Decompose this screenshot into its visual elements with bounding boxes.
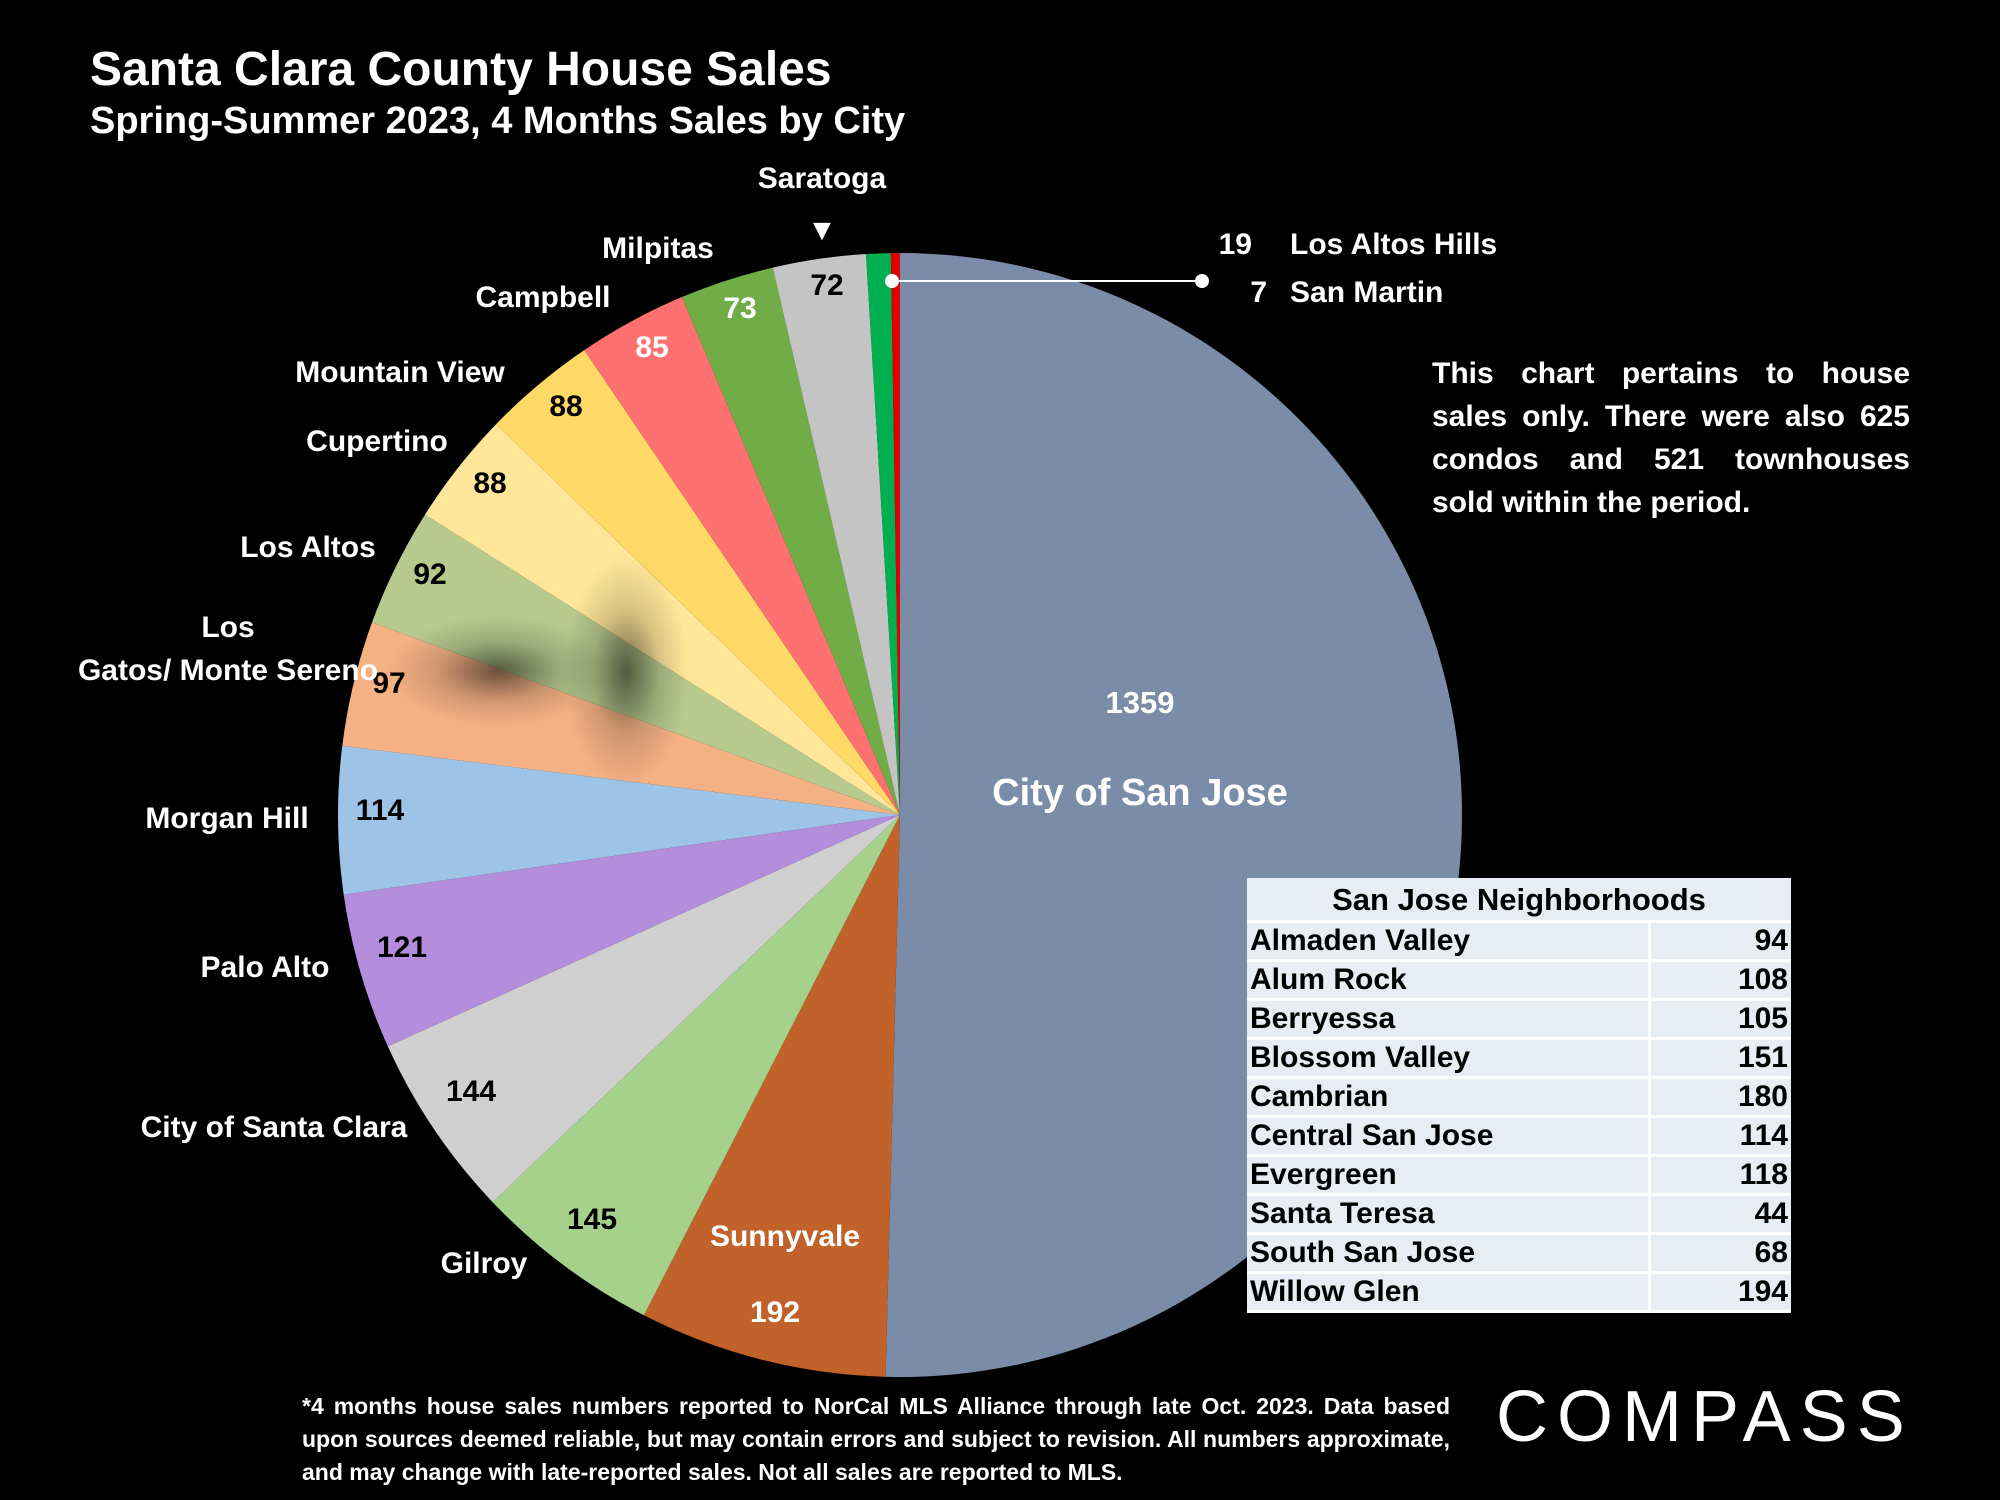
slice-label-san-martin: San Martin: [1290, 276, 1443, 309]
table-row: Berryessa 105: [1247, 999, 1791, 1040]
slice-value-saratoga: 72: [810, 269, 843, 302]
slice-label-city-of-san-jose: City of San Jose: [992, 772, 1288, 814]
table-row: Evergreen 118: [1247, 1155, 1791, 1196]
neighborhood-value: 105: [1648, 999, 1791, 1040]
table-row: Central San Jose 114: [1247, 1116, 1791, 1157]
neighborhood-name: Santa Teresa: [1247, 1194, 1650, 1235]
slice-value-san-martin: 7: [1250, 276, 1267, 309]
slice-value-cupertino: 88: [473, 467, 506, 500]
neighborhood-name: Cambrian: [1247, 1077, 1650, 1118]
slice-label-milpitas: Milpitas: [602, 232, 714, 265]
leader-dot-1: [885, 274, 899, 288]
neighborhood-value: 180: [1648, 1077, 1791, 1118]
slice-label-campbell: Campbell: [475, 281, 610, 314]
pie-slice-city-of-santa-clara: [387, 815, 900, 1203]
slice-value-los-gatos-monte-sereno: 97: [372, 667, 405, 700]
slice-value-los-altos-hills: 19: [1219, 228, 1252, 261]
pie-slice-milpitas: [681, 267, 900, 816]
neighborhood-value: 114: [1648, 1116, 1791, 1157]
pie-slice-campbell: [584, 297, 900, 815]
slice-value-milpitas: 73: [723, 292, 756, 325]
pie-slice-morgan-hill: [337, 745, 900, 895]
neighborhood-name: Evergreen: [1247, 1155, 1650, 1196]
slice-label-morgan-hill: Morgan Hill: [145, 802, 308, 835]
footnote: *4 months house sales numbers reported t…: [302, 1393, 1450, 1485]
table-row: South San Jose 68: [1247, 1233, 1791, 1274]
pie-slice-saratoga: [772, 254, 900, 815]
slice-label-los-gatos-monte-sereno: Los: [201, 611, 254, 644]
pie-slice-san-martin: [890, 253, 900, 815]
neighborhood-name: Berryessa: [1247, 999, 1650, 1040]
table-row: Willow Glen 194: [1247, 1272, 1791, 1313]
slice-value-sunnyvale: 192: [750, 1296, 800, 1329]
slice-value-campbell: 85: [635, 331, 668, 364]
table-title: San Jose Neighborhoods: [1247, 878, 1791, 923]
neighborhood-value: 108: [1648, 960, 1791, 1001]
leader-dot-2: [1195, 274, 1209, 288]
slice-value-gilroy: 145: [567, 1203, 617, 1236]
pie-slice-los-altos-hills: [865, 253, 900, 816]
pie-slice-mountain-view: [496, 350, 900, 815]
table-row: Cambrian 180: [1247, 1077, 1791, 1118]
pie-slice-gilroy: [492, 815, 900, 1316]
neighborhood-name: Willow Glen: [1247, 1272, 1650, 1313]
table-row: Blossom Valley 151: [1247, 1038, 1791, 1079]
neighborhood-value: 118: [1648, 1155, 1791, 1196]
chart-note: This chart pertains to house sales only.…: [1432, 357, 1910, 519]
table-row: Almaden Valley 94: [1247, 921, 1791, 962]
pie-slice-sunnyvale: [643, 815, 900, 1377]
slice-label-sunnyvale: Sunnyvale: [710, 1220, 860, 1253]
neighborhood-value: 44: [1648, 1194, 1791, 1235]
slice-label-city-of-santa-clara: City of Santa Clara: [141, 1111, 408, 1144]
neighborhood-name: Central San Jose: [1247, 1116, 1650, 1157]
table-row: Santa Teresa 44: [1247, 1194, 1791, 1235]
saratoga-marker: ▼: [807, 214, 837, 247]
slice-value-morgan-hill: 114: [356, 794, 405, 827]
neighborhood-name: Blossom Valley: [1247, 1038, 1650, 1079]
neighborhood-value: 94: [1648, 921, 1791, 962]
pie-slice-palo-alto: [343, 815, 900, 1047]
slice-label-mountain-view: Mountain View: [295, 356, 505, 389]
slice-value-mountain-view: 88: [549, 390, 582, 423]
slice-label-cupertino: Cupertino: [306, 425, 448, 458]
slice-label-los-altos: Los Altos: [240, 531, 376, 564]
slice-label-gilroy: Gilroy: [441, 1247, 528, 1280]
slice-value-city-of-santa-clara: 144: [446, 1075, 496, 1108]
san-jose-neighborhoods-table: San Jose Neighborhoods Almaden Valley 94 A…: [1247, 878, 1791, 1313]
slice-label-saratoga: Saratoga: [758, 162, 887, 195]
slice-value-city-of-san-jose: 1359: [1106, 685, 1175, 720]
chart-title: Santa Clara County House Sales: [90, 43, 832, 96]
saratoga-shade: [564, 557, 688, 787]
neighborhood-value: 68: [1648, 1233, 1791, 1274]
neighborhood-value: 194: [1648, 1272, 1791, 1313]
slice-value-palo-alto: 121: [377, 931, 427, 964]
neighborhood-value: 151: [1648, 1038, 1791, 1079]
slice-label-los-altos-hills: Los Altos Hills: [1290, 228, 1497, 261]
slice-label-palo-alto: Palo Alto: [201, 951, 330, 984]
neighborhood-name: South San Jose: [1247, 1233, 1650, 1274]
chart-subtitle: Spring-Summer 2023, 4 Months Sales by Ci…: [90, 100, 906, 142]
neighborhood-name: Almaden Valley: [1247, 921, 1650, 962]
slice-value-los-altos: 92: [413, 558, 446, 591]
compass-logo: COMPASS: [1496, 1377, 1914, 1457]
neighborhood-name: Alum Rock: [1247, 960, 1650, 1001]
slice-label-los-gatos-monte-sereno-line2: Gatos/ Monte Sereno: [78, 654, 378, 687]
table-row: Alum Rock 108: [1247, 960, 1791, 1001]
los-altos-shade: [388, 616, 608, 726]
